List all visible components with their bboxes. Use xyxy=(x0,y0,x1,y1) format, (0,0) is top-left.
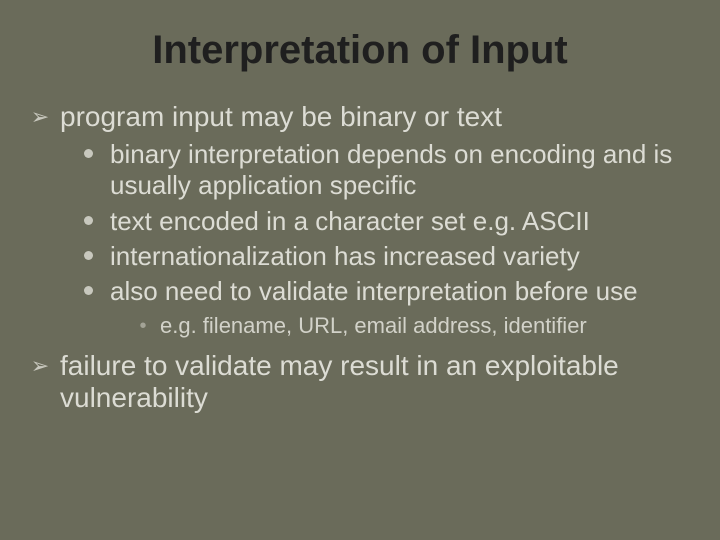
bullet-text: internationalization has increased varie… xyxy=(110,241,690,272)
dot-icon xyxy=(80,139,96,158)
arrow-icon: ➢ xyxy=(30,350,50,382)
bullet-level1: ➢ failure to validate may result in an e… xyxy=(30,350,690,414)
bullet-level1: ➢ program input may be binary or text xyxy=(30,101,690,133)
slide: Interpretation of Input ➢ program input … xyxy=(0,0,720,540)
dot-icon xyxy=(80,276,96,295)
arrow-icon: ➢ xyxy=(30,101,50,133)
dot-icon xyxy=(80,206,96,225)
bullet-text: also need to validate interpretation bef… xyxy=(110,276,690,307)
bullet-text: program input may be binary or text xyxy=(60,101,690,133)
bullet-level2: internationalization has increased varie… xyxy=(80,241,690,272)
slide-title: Interpretation of Input xyxy=(30,28,690,73)
bullet-level2: text encoded in a character set e.g. ASC… xyxy=(80,206,690,237)
bullet-text: e.g. filename, URL, email address, ident… xyxy=(160,313,690,339)
subdot-icon: • xyxy=(136,313,150,339)
bullet-text: binary interpretation depends on encodin… xyxy=(110,139,690,201)
bullet-text: failure to validate may result in an exp… xyxy=(60,350,690,414)
bullet-level3: • e.g. filename, URL, email address, ide… xyxy=(136,313,690,339)
bullet-level2: also need to validate interpretation bef… xyxy=(80,276,690,307)
dot-icon xyxy=(80,241,96,260)
bullet-text: text encoded in a character set e.g. ASC… xyxy=(110,206,690,237)
bullet-level2: binary interpretation depends on encodin… xyxy=(80,139,690,201)
